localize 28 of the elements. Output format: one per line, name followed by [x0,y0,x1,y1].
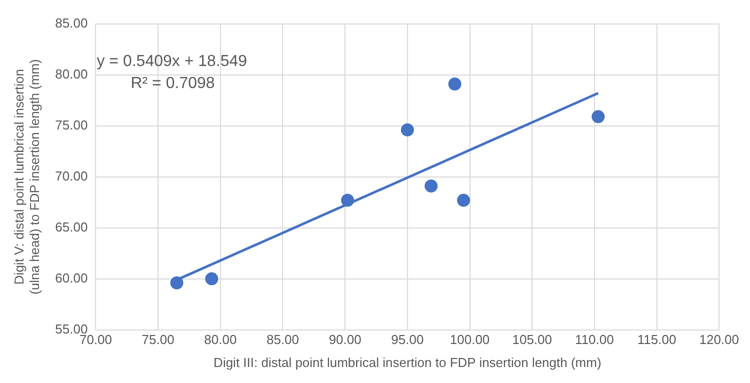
y-axis-title: Digit V: distal point lumbrical insertion (ulna head) to FDP insertion length (mm) [11,59,42,294]
point [592,110,605,124]
point [448,77,462,90]
y-tick-label: 70.00 [55,168,88,184]
point [341,194,354,207]
point [400,123,414,136]
annotation: R² = 0.7098 [130,75,215,92]
point [424,179,438,192]
x-tick-label: 90.00 [328,332,362,348]
y-tick-label: 75.00 [55,117,88,132]
x-tick-label: 85.00 [266,332,300,348]
y-tick-label: 60.00 [55,270,88,286]
point [205,272,218,286]
x-tick-label: 80.00 [204,332,237,348]
y-tick-label: 80.00 [55,66,88,82]
x-tick-label: 110.00 [575,332,614,348]
annotation: y = 0.5409x + 18.549 [96,53,248,70]
x-tick-label: 120.00 [699,332,739,348]
y-tick-label: 65.00 [55,219,88,234]
point [457,194,470,207]
x-tick-label: 75.00 [142,332,174,348]
x-axis-title: Digit III: distal point lumbrical insertion to FDP insertion length (mm) [214,354,602,370]
y-tick-label: 85.00 [55,15,88,30]
point [170,276,184,290]
x-tick-label: 105.00 [512,332,552,348]
x-tick-label: 100.00 [450,332,490,348]
x-tick-label: 115.00 [637,332,676,348]
x-tick-label: 95.00 [391,332,424,348]
